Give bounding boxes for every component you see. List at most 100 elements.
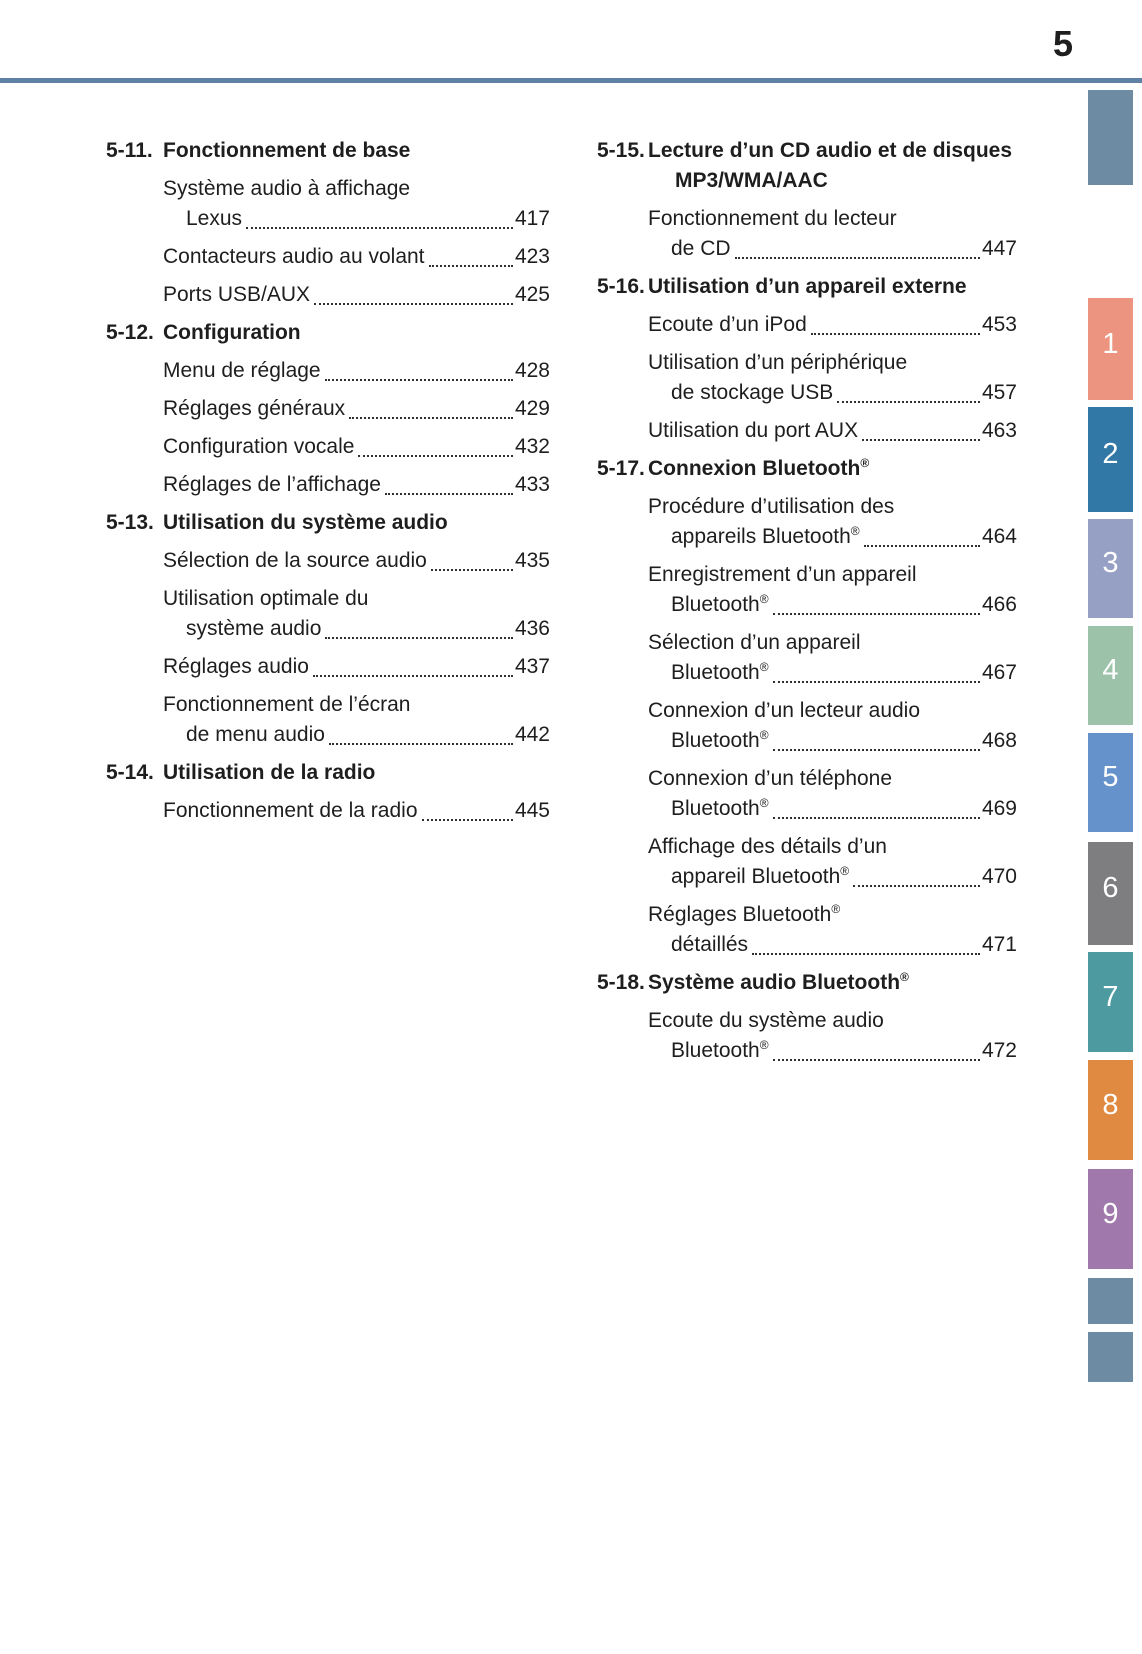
section-entries: Sélection de la source audio 435 Utilisati… [106,546,550,750]
section-number: 5-18. [597,971,645,994]
side-tab-4: 4 [1088,626,1133,725]
registered-trademark-symbol: ® [900,970,909,984]
section-number: 5-12. [106,321,154,344]
toc-entry: Fonctionnement de l’écran de menu audio 44… [163,690,550,750]
dot-leader [312,652,513,677]
toc-section: 5-13. Utilisation du système audio Sélecti… [106,508,550,750]
entry-text: détaillés [671,933,749,956]
section-number: 5-11. [106,139,153,162]
dot-leader [246,204,513,229]
entry-line: Bluetooth® 468 [648,726,1017,756]
toc-entry: Sélection d’un appareil Bluetooth® 467 [648,628,1017,688]
dot-leader [853,862,980,887]
entry-page-number: 466 [981,593,1017,616]
entry-line: de CD 447 [648,234,1017,264]
page-number: 5 [1052,23,1073,64]
entry-text: Sélection d’un appareil [648,631,861,654]
entry-text: appareil Bluetooth® [671,864,850,888]
side-tab-7: 7 [1088,952,1133,1052]
side-tab-number: 7 [1102,980,1119,1013]
entry-page-number: 436 [514,617,550,640]
entry-line: Bluetooth® 466 [648,590,1017,620]
entry-text: Enregistrement d’un appareil [648,563,917,586]
entry-line: Réglages Bluetooth® [648,900,1017,930]
entry-page-number: 464 [981,525,1017,548]
section-entries: Fonctionnement du lecteur de CD 447 [597,204,1017,264]
entry-line: Procédure d’utilisation des [648,492,1017,522]
section-heading: 5-15. Lecture d’un CD audio et de disques… [597,136,1017,196]
entry-line: Ecoute d’un iPod 453 [648,310,1017,340]
dot-leader [358,432,513,457]
entry-text: Ecoute du système audio [648,1009,884,1032]
entry-page-number: 468 [981,729,1017,752]
side-tab-2: 2 [1088,407,1133,512]
entry-text: de stockage USB [671,381,834,404]
entry-text: Affichage des détails d’un [648,835,887,858]
toc-section: 5-12. Configuration Menu de réglage 428 Régl… [106,318,550,500]
entry-line: Utilisation d’un périphérique [648,348,1017,378]
toc-section: 5-17. Connexion Bluetooth® Procédure d’uti… [597,454,1017,960]
dot-leader [772,726,980,751]
entry-text: Utilisation du port AUX [648,419,859,442]
entry-page-number: 469 [981,797,1017,820]
section-heading: 5-12. Configuration [106,318,550,348]
dot-leader [810,310,980,335]
section-entries: Menu de réglage 428 Réglages généraux 429 Co… [106,356,550,500]
entry-text: Fonctionnement du lecteur [648,207,897,230]
entry-text: Système audio à affichage [163,177,411,200]
side-tab-number: 1 [1102,327,1119,360]
toc-entry: Ecoute d’un iPod 453 [648,310,1017,340]
toc-entry: Utilisation optimale du système audio 436 [163,584,550,644]
toc-section: 5-18. Système audio Bluetooth® Ecoute du s… [597,968,1017,1066]
entry-page-number: 472 [981,1039,1017,1062]
dot-leader [772,590,980,615]
dot-leader [837,378,980,403]
side-tab-blank [1088,1278,1133,1324]
section-entries: Ecoute d’un iPod 453 Utilisation d’un péri… [597,310,1017,446]
entry-text: Bluetooth® [671,796,769,820]
entry-text: Bluetooth® [671,728,769,752]
section-heading: 5-17. Connexion Bluetooth® [597,454,1017,484]
entry-line: Utilisation optimale du [163,584,550,614]
entry-line: Fonctionnement de l’écran [163,690,550,720]
section-title: Connexion Bluetooth® [648,454,869,484]
entry-line: Ports USB/AUX 425 [163,280,550,310]
registered-trademark-symbol: ® [759,796,769,810]
entry-line: de menu audio 442 [163,720,550,750]
dot-leader [324,356,513,381]
entry-line: Réglages de l’affichage 433 [163,470,550,500]
entry-line: Bluetooth® 472 [648,1036,1017,1066]
toc-column-right: 5-15. Lecture d’un CD audio et de disques… [597,136,1017,1074]
side-tab-number: 5 [1102,761,1119,793]
side-tab-number: 9 [1102,1197,1119,1230]
dot-leader [772,658,980,683]
toc-entry: Menu de réglage 428 [163,356,550,386]
entry-text: Réglages audio [163,655,309,678]
entry-line: appareil Bluetooth® 470 [648,862,1017,892]
entry-line: Fonctionnement du lecteur [648,204,1017,234]
section-heading: 5-14. Utilisation de la radio [106,758,550,788]
section-entries: Ecoute du système audio Bluetooth® 472 [597,1006,1017,1066]
section-title-line: MP3/WMA/AAC [675,169,828,192]
entry-page-number: 432 [514,435,550,458]
section-number: 5-16. [597,275,645,298]
entry-text: Fonctionnement de la radio [163,799,418,822]
registered-trademark-symbol: ® [759,728,769,742]
toc-entry: Utilisation du port AUX 463 [648,416,1017,446]
entry-text: Utilisation d’un périphérique [648,351,908,374]
registered-trademark-symbol: ® [840,864,850,878]
entry-text: Utilisation optimale du [163,587,369,610]
entry-text: Sélection de la source audio [163,549,427,572]
side-tab-blank [1088,90,1133,185]
dot-leader [349,394,513,419]
toc-entry: Réglages audio 437 [163,652,550,682]
dot-leader [862,416,980,441]
toc-entry: Ecoute du système audio Bluetooth® 472 [648,1006,1017,1066]
toc-entry: Ports USB/AUX 425 [163,280,550,310]
entry-line: Ecoute du système audio [648,1006,1017,1036]
dot-leader [328,720,513,745]
entry-page-number: 435 [514,549,550,572]
section-entries: Système audio à affichage Lexus 417 Contact… [106,174,550,310]
section-heading: 5-16. Utilisation d’un appareil externe [597,272,1017,302]
section-title: Lecture d’un CD audio et de disques MP3/W… [648,136,1012,196]
